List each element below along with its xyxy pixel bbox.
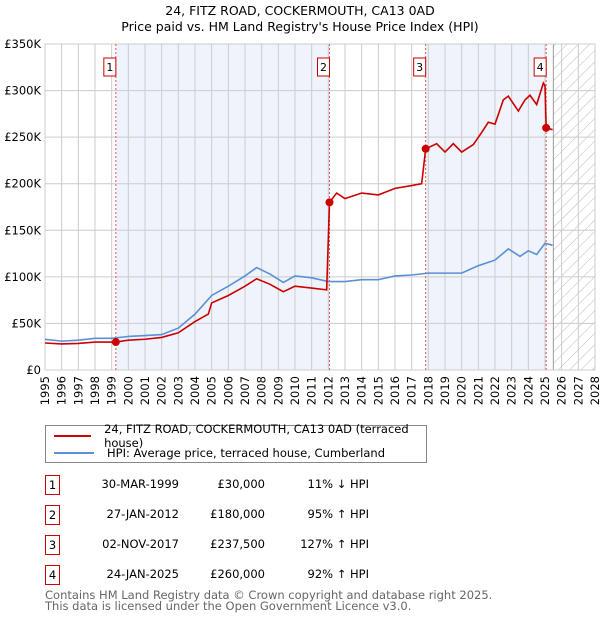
x-tick-label: 2002 <box>155 376 169 405</box>
x-tick-label: 2014 <box>355 376 369 405</box>
sale-number: 4 <box>45 565 60 585</box>
footer-licence: This data is licensed under the Open Gov… <box>45 599 412 613</box>
sale-hpi-change: 127% ↑ HPI <box>300 537 369 551</box>
x-tick-label: 2015 <box>371 376 385 405</box>
x-tick-label: 2006 <box>221 376 235 405</box>
y-tick-label: £100K <box>4 270 41 284</box>
sale-label-box <box>317 57 330 77</box>
legend-label: 24, FITZ ROAD, COCKERMOUTH, CA13 0AD (te… <box>104 422 409 450</box>
x-tick-label: 2003 <box>171 376 185 405</box>
forecast-hatch <box>553 44 595 370</box>
sale-date: 24-JAN-2025 <box>106 567 180 581</box>
x-tick-label: 1998 <box>88 376 102 405</box>
legend-item-property: 24, FITZ ROAD, COCKERMOUTH, CA13 0AD (te… <box>54 422 426 450</box>
y-tick-label: £350K <box>4 37 41 51</box>
sale-point <box>542 123 551 132</box>
sale-period-shading <box>115 44 330 370</box>
x-tick-label: 2016 <box>388 376 402 405</box>
sale-label: 2 <box>320 61 327 74</box>
x-tick-label: 2025 <box>538 376 552 405</box>
y-tick-label: £0 <box>26 363 41 377</box>
sale-number: 3 <box>45 535 60 555</box>
sale-hpi-change: 95% ↑ HPI <box>307 507 369 521</box>
sale-date: 30-MAR-1999 <box>101 477 179 491</box>
x-tick-label: 2023 <box>505 376 519 405</box>
x-tick-label: 1997 <box>71 376 85 405</box>
y-tick-label: £250K <box>4 130 41 144</box>
x-tick-label: 2004 <box>188 376 202 405</box>
chart-title: 24, FITZ ROAD, COCKERMOUTH, CA13 0AD <box>165 3 435 18</box>
sale-label-box <box>413 57 427 77</box>
sale-hpi-change: 92% ↑ HPI <box>307 567 369 581</box>
x-tick-label: 2005 <box>205 376 219 405</box>
legend-item-hpi: HPI: Average price, terraced house, Cumb… <box>54 445 385 461</box>
x-tick-label: 2000 <box>121 376 135 405</box>
sale-number: 2 <box>45 505 60 525</box>
x-tick-label: 1999 <box>105 376 119 405</box>
sale-price: £237,500 <box>210 537 265 551</box>
x-tick-label: 2007 <box>238 376 252 405</box>
sale-label: 1 <box>106 61 113 74</box>
sale-point <box>111 338 120 347</box>
sale-price: £260,000 <box>210 567 265 581</box>
x-tick-label: 2008 <box>255 376 269 405</box>
x-tick-label: 2019 <box>438 376 452 405</box>
x-tick-label: 2024 <box>521 376 535 405</box>
sale-date: 27-JAN-2012 <box>106 507 180 521</box>
x-tick-label: 2009 <box>271 376 285 405</box>
x-tick-label: 2011 <box>305 376 319 405</box>
sale-price: £30,000 <box>217 477 265 491</box>
x-tick-label: 2001 <box>138 376 152 405</box>
y-tick-label: £50K <box>12 316 42 330</box>
plot-frame <box>44 43 596 371</box>
legend-swatch <box>54 435 92 437</box>
sale-date: 02-NOV-2017 <box>102 537 179 551</box>
x-tick-label: 2017 <box>405 376 419 405</box>
plot-area: 1995 1996 1997 1998 1999 2000 2001 2002 2003 2004… <box>4 37 600 405</box>
x-tick-label: 2026 <box>555 376 569 405</box>
x-tick-label: 2022 <box>488 376 502 405</box>
x-tick-label: 1995 <box>38 376 52 405</box>
x-tick-label: 2027 <box>571 376 585 405</box>
sale-point <box>325 198 334 207</box>
x-tick-label: 1996 <box>55 376 69 405</box>
sale-label-box <box>533 57 547 77</box>
sale-label: 4 <box>537 61 544 74</box>
sale-label: 3 <box>416 61 423 74</box>
x-tick-label: 2018 <box>421 376 435 405</box>
series-line-hpi <box>45 242 553 342</box>
legend: 24, FITZ ROAD, COCKERMOUTH, CA13 0AD (te… <box>45 422 427 463</box>
x-tick-label: 2012 <box>321 376 335 405</box>
legend-label: HPI: Average price, terraced house, Cumb… <box>107 446 385 460</box>
x-tick-label: 2028 <box>588 376 600 405</box>
x-tick-label: 2010 <box>288 376 302 405</box>
series-line-property <box>45 81 553 345</box>
sale-price: £180,000 <box>210 507 265 521</box>
footer-copyright: Contains HM Land Registry data © Crown c… <box>45 588 493 602</box>
y-tick-label: £150K <box>4 223 41 237</box>
sale-hpi-change: 11% ↓ HPI <box>307 477 369 491</box>
legend-swatch <box>54 452 94 454</box>
sale-number: 1 <box>45 475 60 495</box>
chart-subtitle: Price paid vs. HM Land Registry's House … <box>121 19 479 34</box>
y-tick-label: £200K <box>4 177 41 191</box>
x-tick-label: 2021 <box>471 376 485 405</box>
x-tick-label: 2020 <box>455 376 469 405</box>
sale-label-box <box>103 57 117 77</box>
sale-point <box>421 144 430 153</box>
x-tick-label: 2013 <box>338 376 352 405</box>
y-tick-label: £300K <box>4 84 41 98</box>
